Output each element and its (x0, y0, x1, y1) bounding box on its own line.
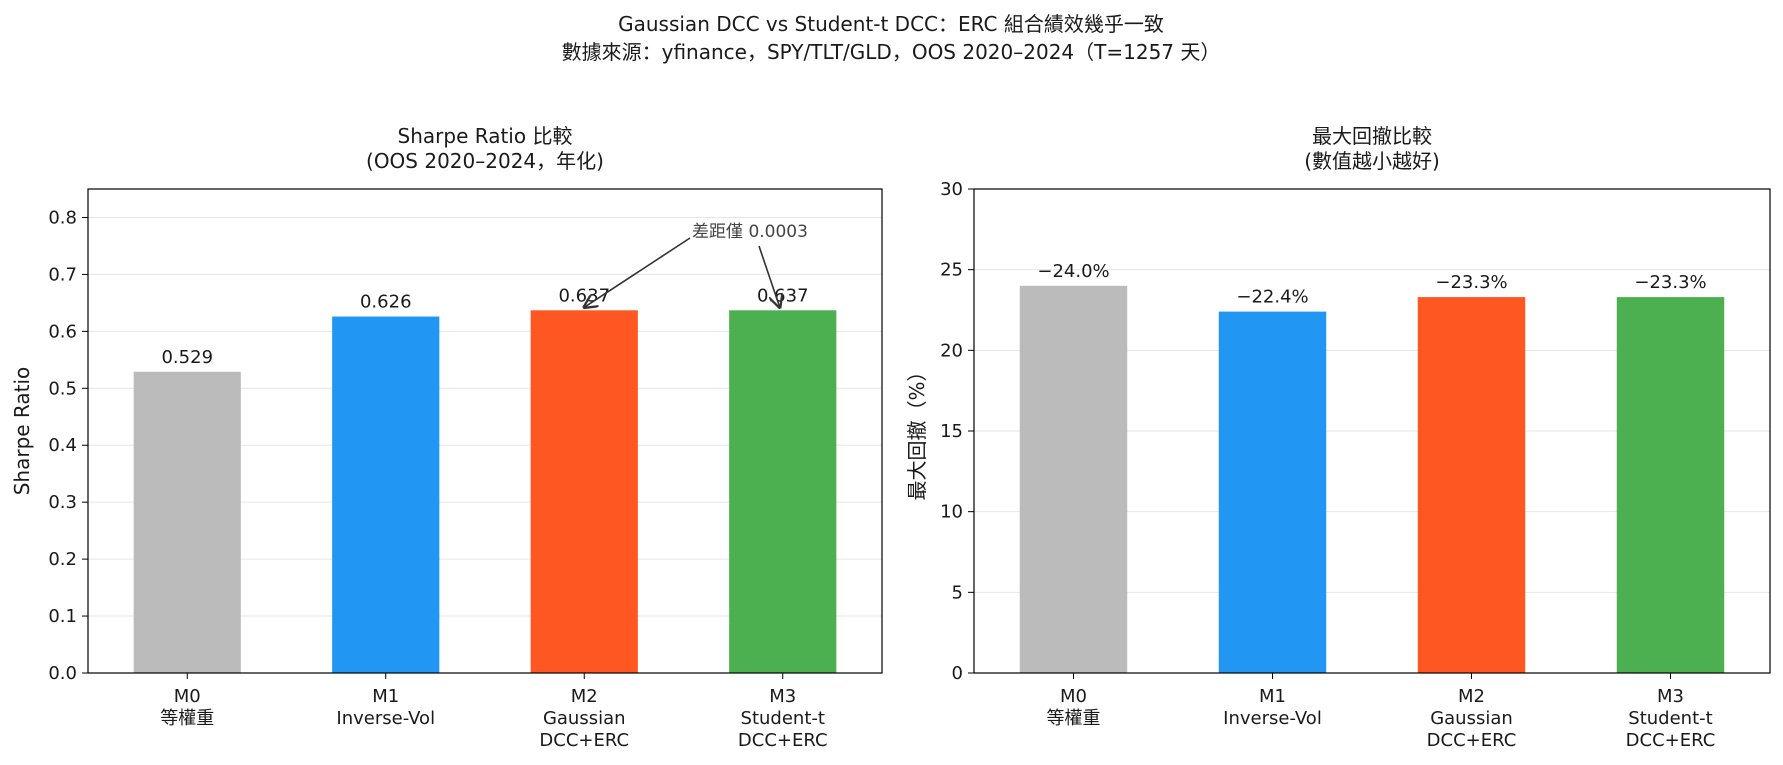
bar (530, 310, 638, 673)
panel-subtitle: (數值越小越好) (1304, 149, 1440, 173)
y-tick-label: 10 (940, 502, 963, 523)
x-tick-label-line: DCC+ERC (1427, 730, 1517, 751)
x-tick-label-line: M0 (174, 686, 201, 707)
x-tick-label: M3 Student-t DCC+ERC (1626, 686, 1716, 751)
y-axis-label: Sharpe Ratio (10, 367, 34, 496)
plot-frame (87, 188, 883, 674)
bar-value-label: −22.4% (1236, 287, 1308, 308)
x-tick-label-line: DCC+ERC (1626, 730, 1716, 751)
bar-value-label: 0.626 (360, 292, 412, 313)
panel-title: Sharpe Ratio 比較 (398, 124, 573, 148)
panel-title: 最大回撤比較 (1312, 124, 1432, 148)
y-tick-label: 0.8 (48, 207, 77, 228)
x-tick-label-line: Gaussian (543, 708, 626, 729)
x-tick-label-line: 等權重 (1047, 708, 1101, 729)
bar (133, 371, 241, 673)
y-tick-label: 30 (940, 179, 963, 200)
bar-value-label: −23.3% (1435, 272, 1507, 293)
x-tick-label: M3 Student-t DCC+ERC (738, 686, 828, 751)
x-tick-label-line: Inverse-Vol (336, 708, 435, 729)
x-tick-label-line: M1 (372, 686, 399, 707)
y-tick-label: 0.4 (48, 435, 77, 456)
bar-value-label: 0.529 (161, 347, 213, 368)
panel-subtitle: (OOS 2020–2024，年化) (366, 149, 604, 173)
y-axis-label: 最大回撤（%） (905, 361, 929, 500)
x-tick-label-line: Inverse-Vol (1223, 708, 1322, 729)
y-tick-label: 0.0 (48, 663, 77, 684)
x-tick-label: M1 Inverse-Vol (1223, 686, 1322, 729)
bar-value-label: −23.3% (1634, 272, 1706, 293)
x-tick-label-line: M2 (1458, 686, 1485, 707)
x-tick-label-line: 等權重 (160, 708, 214, 729)
y-tick-label: 15 (940, 421, 963, 442)
y-tick-label: 25 (940, 260, 963, 281)
x-tick-label: M2 Gaussian DCC+ERC (1427, 686, 1517, 751)
y-tick-label: 0.1 (48, 606, 77, 627)
figure-title-line1: Gaussian DCC vs Student-t DCC：ERC 組合績效幾乎… (618, 12, 1164, 36)
bar (729, 310, 837, 673)
x-tick-label-line: DCC+ERC (539, 730, 629, 751)
x-tick-label-line: Student-t (1628, 708, 1712, 729)
x-tick-label-line: Student-t (741, 708, 825, 729)
annotation-arrow (584, 237, 691, 307)
y-tick-label: 20 (940, 340, 963, 361)
bar-value-label: 0.637 (757, 285, 809, 306)
y-tick-label: 0.7 (48, 264, 77, 285)
x-tick-label-line: M1 (1259, 686, 1286, 707)
bar (332, 316, 440, 673)
x-tick-label-line: M3 (769, 686, 796, 707)
annotation-text: 差距僅 0.0003 (692, 222, 808, 242)
bar (1616, 297, 1725, 673)
y-tick-label: 0.2 (48, 549, 77, 570)
x-tick-label: M0 等權重 (160, 686, 214, 729)
x-tick-label-line: M3 (1657, 686, 1684, 707)
max-drawdown-panel: 0 5 10 15 20 25 30 −24.0% −22.4% −23.3% −23.3% M0 等權… (905, 124, 1771, 751)
y-tick-label: 0.6 (48, 321, 77, 342)
y-tick-label: 0 (952, 663, 963, 684)
sharpe-ratio-panel: 0.0 0.1 0.2 0.3 0.4 0.5 0.6 0.7 0.8 0.529 0.626 0.6… (10, 124, 883, 751)
y-tick-label: 5 (952, 582, 963, 603)
x-tick-label: M0 等權重 (1047, 686, 1101, 729)
x-tick-label: M1 Inverse-Vol (336, 686, 435, 729)
bar-value-label: −24.0% (1037, 261, 1109, 282)
annotation-arrow (758, 245, 780, 307)
bar (1218, 311, 1327, 673)
x-tick-label-line: DCC+ERC (738, 730, 828, 751)
plot-frame (973, 188, 1771, 674)
x-tick-label-line: M0 (1060, 686, 1087, 707)
x-tick-label-line: Gaussian (1430, 708, 1513, 729)
y-tick-label: 0.5 (48, 378, 77, 399)
bar (1417, 297, 1526, 673)
x-tick-label-line: M2 (571, 686, 598, 707)
y-tick-label: 0.3 (48, 492, 77, 513)
x-tick-label: M2 Gaussian DCC+ERC (539, 686, 629, 751)
bar (1019, 285, 1128, 673)
figure-title-line2: 數據來源：yfinance，SPY/TLT/GLD，OOS 2020–2024（… (562, 40, 1221, 64)
